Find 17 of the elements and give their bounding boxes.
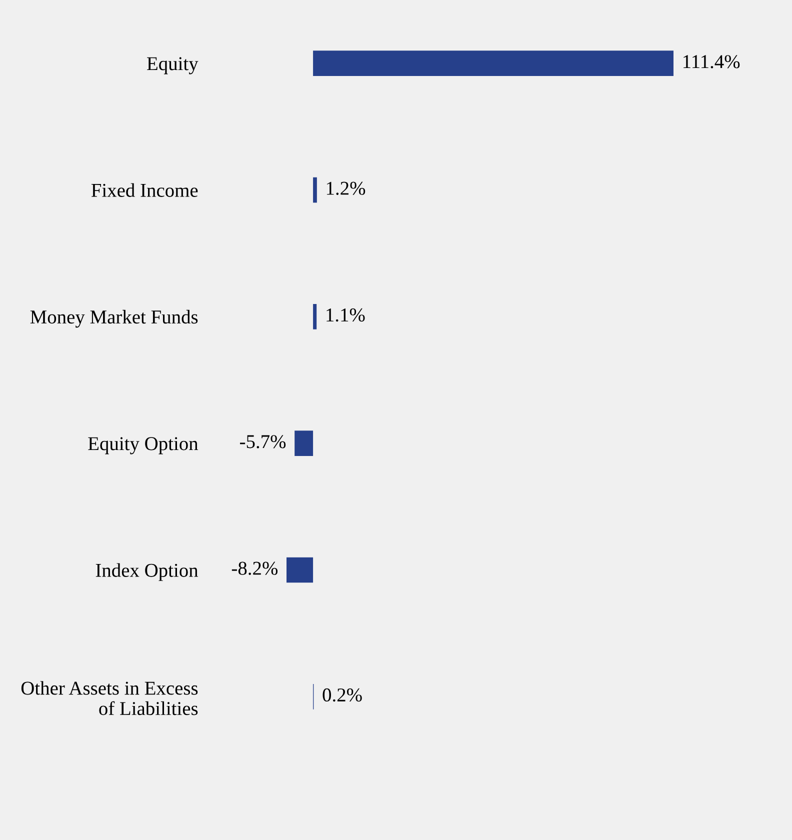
bar [286,557,314,583]
data-label: 1.2% [326,182,366,195]
data-label: 111.4% [684,55,740,68]
data-label: -5.7% [240,435,286,448]
bar [313,304,317,330]
bar [294,430,314,456]
y-tick-label: Equity [147,57,198,74]
y-tick-label: Money Market Funds [30,310,198,328]
bar [313,50,674,76]
bar [313,177,317,203]
y-tick-label: Fixed Income [91,183,198,197]
y-tick-label: Equity Option [88,437,198,454]
data-label: 1.1% [326,308,365,322]
y-tick-label: Index Option [96,563,198,581]
data-label: 0.2% [322,688,362,702]
data-label: -8.2% [232,562,278,575]
y-tick-label: Other Assets in Excess of Liabilities [21,681,198,716]
